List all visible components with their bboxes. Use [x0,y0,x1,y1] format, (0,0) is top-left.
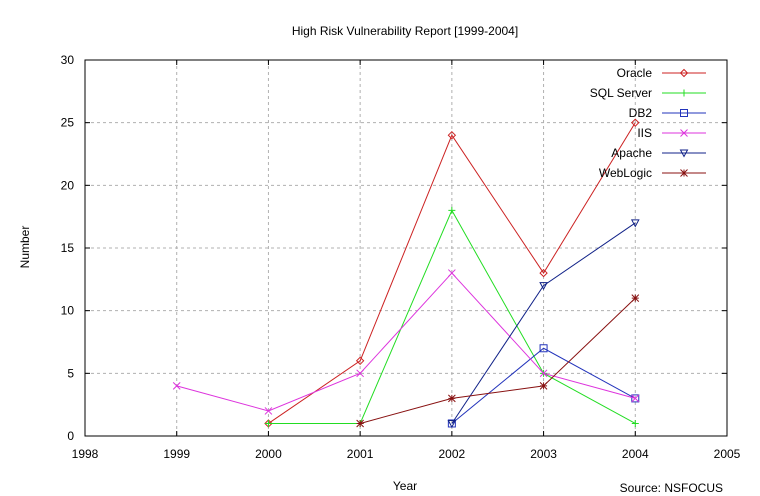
legend-label-apache: Apache [611,146,652,160]
data-point-oracle [447,130,457,140]
legend-marker-db2 [680,109,688,117]
data-point-iis [631,394,640,403]
series-iis [172,269,640,415]
axes: 1998 1999 2000 2001 2002 2003 2004 2005 0 5 10 15 20… [61,53,741,461]
x-tick-label: 2003 [530,447,557,461]
legend: Oracle SQL Server DB2 IIS Apache WebLogic [590,66,706,180]
x-axis-label: Year [393,479,417,493]
legend-marker-weblogic [680,169,688,177]
data-point-weblogic [631,294,640,302]
chart-title: High Risk Vulnerability Report [1999-200… [292,24,518,38]
legend-marker-oracle [679,68,689,78]
data-point-iis [172,382,181,390]
y-axis-label: Number [18,226,32,269]
y-tick-label: 20 [61,178,75,192]
x-tick-label: 2000 [255,447,282,461]
y-tick-label: 30 [61,53,75,67]
legend-label-db2: DB2 [629,106,653,120]
x-tick-label: 2001 [347,447,374,461]
data-point-oracle [355,356,365,366]
legend-item-apache: Apache [611,146,706,160]
legend-item-db2: DB2 [629,106,706,120]
data-point-apache [447,419,457,429]
legend-marker-iis [680,129,688,137]
data-point-apache [539,282,548,291]
x-tick-label: 1999 [163,447,190,461]
data-point-weblogic [448,394,456,403]
legend-marker-sql-server [680,89,688,97]
legend-item-iis: IIS [637,126,706,140]
series-line-db2 [451,347,636,424]
series-line-iis [176,272,636,412]
data-point-iis [448,269,456,277]
legend-label-iis: IIS [637,126,652,140]
y-tick-label: 15 [61,241,75,255]
legend-label-sql-server: SQL Server [590,86,652,100]
x-tick-label: 2004 [622,447,649,461]
legend-marker-apache [679,149,689,158]
legend-item-oracle: Oracle [617,66,706,80]
data-point-oracle [631,118,640,127]
series-apache [447,219,640,429]
legend-item-weblogic: WebLogic [599,166,706,180]
data-point-iis [539,369,548,378]
data-point-db2 [631,394,640,403]
data-point-weblogic [539,382,548,390]
y-tick-label: 5 [67,366,74,380]
source-note: Source: NSFOCUS [620,481,723,495]
series-oracle [264,118,640,428]
series-sql-server [264,206,639,427]
series-line-apache [451,222,636,424]
data-point-weblogic [356,419,364,428]
series-line-weblogic [360,297,636,424]
y-tick-label: 10 [61,304,75,318]
data-point-iis [264,407,273,415]
data-point-oracle [539,268,548,278]
y-tick-label: 0 [67,429,74,443]
x-tick-label: 1998 [72,447,99,461]
legend-label-oracle: Oracle [617,66,653,80]
data-point-iis [356,369,364,378]
data-point-sql-server [264,419,272,427]
data-point-sql-server [448,206,456,214]
data-point-oracle [264,419,273,428]
data-point-db2 [539,344,548,353]
series-line-oracle [268,122,636,424]
legend-item-sql-server: SQL Server [590,86,706,100]
x-tick-label: 2002 [439,447,466,461]
x-tick-label: 2005 [714,447,741,461]
data-point-sql-server [631,419,639,427]
series-weblogic [356,294,640,428]
series-layer [172,118,640,429]
legend-label-weblogic: WebLogic [599,166,652,180]
y-tick-label: 25 [61,116,75,130]
data-point-apache [630,219,640,228]
